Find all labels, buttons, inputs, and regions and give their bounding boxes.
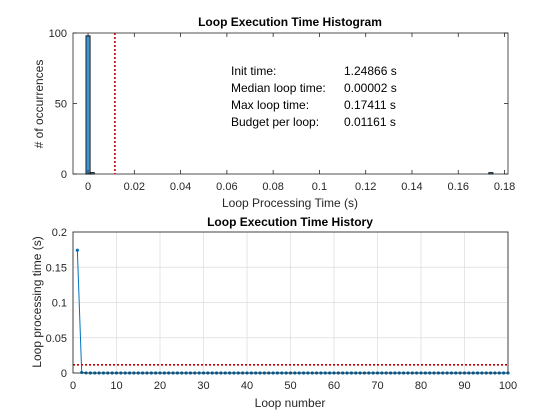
histogram-y-tick-label: 50 [55, 99, 67, 111]
histogram-x-tick-label: 0.04 [170, 181, 191, 193]
histogram-y-tick-label: 0 [61, 169, 67, 181]
histogram-y-axis-label: # of occurrences [32, 60, 46, 149]
annotation-init-value: 1.24866 s [344, 64, 397, 78]
histogram-bar-2 [488, 172, 494, 175]
annotation-init-label: Init time: [231, 64, 276, 78]
history-x-tick-label: 90 [458, 380, 470, 392]
annotation-budget-value: 0.01161 s [344, 115, 396, 129]
history-x-tick-label: 10 [110, 380, 122, 392]
history-y-tick-label: 0.15 [46, 262, 67, 274]
history-x-tick-label: 30 [197, 380, 209, 392]
history-y-tick-label: 0.2 [52, 227, 67, 239]
histogram-y-ticks: 0 50 100 [49, 28, 508, 181]
history-axes: Loop Execution Time History 0 10 20 30 40 50 6… [30, 215, 517, 410]
history-y-axis-label: Loop processing time (s) [30, 236, 44, 367]
histogram-x-tick-label: 0.02 [124, 181, 145, 193]
histogram-x-tick-label: 0 [85, 181, 91, 193]
histogram-x-axis-label: Loop Processing Time (s) [222, 196, 358, 210]
history-title: Loop Execution Time History [207, 215, 373, 229]
history-x-ticks: 0 10 20 30 40 50 60 70 80 90 100 [70, 380, 517, 392]
history-y-tick-label: 0 [61, 368, 67, 380]
history-plot-border [72, 231, 509, 374]
histogram-x-tick-label: 0.1 [312, 181, 327, 193]
history-y-tick-label: 0.05 [46, 333, 67, 345]
history-point-1 [75, 248, 79, 252]
histogram-x-tick-label: 0.18 [494, 181, 515, 193]
histogram-bar-0 [85, 35, 91, 175]
history-x-tick-label: 50 [284, 380, 296, 392]
annotation-max-value: 0.17411 s [344, 98, 396, 112]
history-x-tick-label: 0 [70, 380, 76, 392]
histogram-y-tick-label: 100 [49, 28, 67, 40]
annotation-max-label: Max loop time: [231, 98, 309, 112]
histogram-x-ticks: 0 0.02 0.04 0.06 0.08 0.1 0.12 0.14 0.16 0.18 [85, 33, 515, 193]
histogram-annotation-block: Init time: 1.24866 s Median loop time: 0… [231, 64, 397, 129]
history-y-ticks: 0 0.05 0.1 0.15 0.2 [46, 227, 67, 380]
annotation-median-label: Median loop time: [231, 81, 326, 95]
annotation-budget-label: Budget per loop: [231, 115, 319, 129]
history-x-axis-label: Loop number [255, 396, 326, 410]
history-x-tick-label: 20 [154, 380, 166, 392]
annotation-median-value: 0.00002 s [344, 81, 397, 95]
histogram-plot-area [72, 32, 509, 175]
history-y-tick-label: 0.1 [52, 298, 67, 310]
histogram-x-tick-label: 0.12 [355, 181, 376, 193]
histogram-axes: Loop Execution Time Histogram 0 0.02 0.04 0… [32, 15, 515, 210]
histogram-x-tick-label: 0.16 [448, 181, 469, 193]
history-point-2 [80, 370, 84, 375]
histogram-x-tick-label: 0.06 [216, 181, 237, 193]
histogram-x-tick-label: 0.08 [262, 181, 283, 193]
histogram-bar-1 [89, 172, 95, 175]
history-x-tick-label: 70 [371, 380, 383, 392]
history-x-tick-label: 60 [328, 380, 340, 392]
histogram-x-tick-label: 0.14 [401, 181, 422, 193]
histogram-title: Loop Execution Time Histogram [198, 15, 382, 29]
history-x-tick-label: 40 [241, 380, 253, 392]
history-x-tick-label: 80 [415, 380, 427, 392]
history-x-tick-label: 100 [499, 380, 517, 392]
